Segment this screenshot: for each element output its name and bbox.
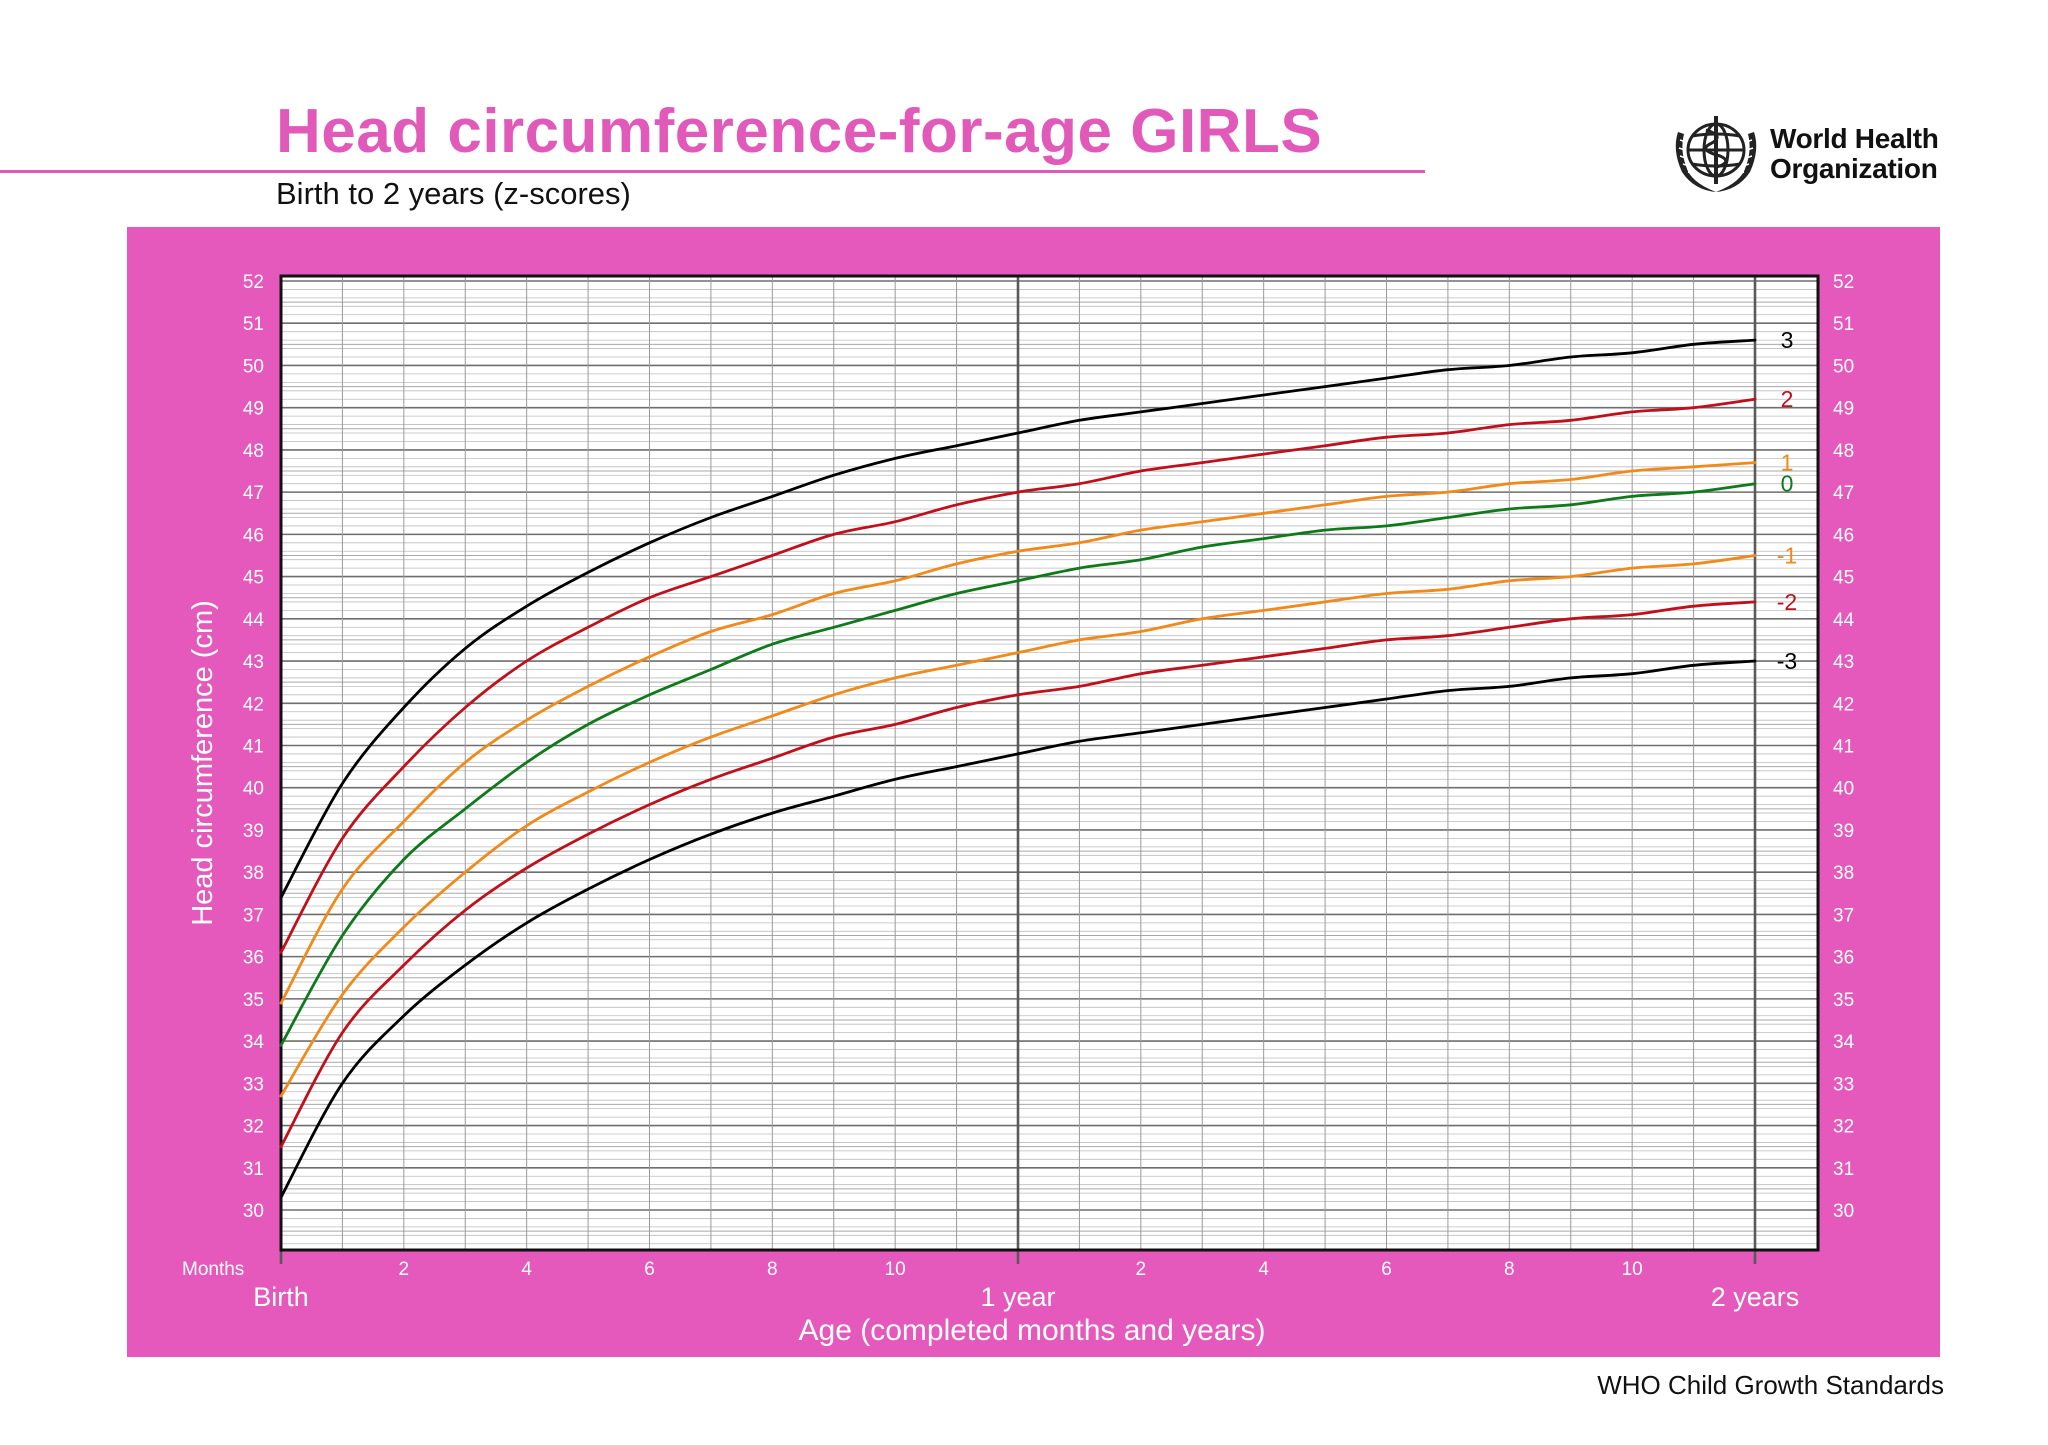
footer-credit: WHO Child Growth Standards <box>1597 1370 1944 1400</box>
grid <box>279 276 1818 1250</box>
x-unit-label: Months <box>182 1259 244 1280</box>
y-tick-label: 49 <box>243 399 264 420</box>
y-tick-label: 44 <box>1833 610 1855 631</box>
series-line-zminus3 <box>279 659 1757 1199</box>
series-label: 0 <box>1781 471 1794 497</box>
series-line-z2 <box>279 397 1757 954</box>
series-label: 3 <box>1781 327 1794 353</box>
series-label: -2 <box>1777 589 1797 615</box>
y-tick-label: 48 <box>243 441 264 462</box>
y-tick-label: 37 <box>243 905 264 926</box>
y-axis-left-labels: 30 31 32 33 34 35 36 37 38 39 40 41 42 43 44 45 46 47 48 49… <box>243 272 265 1222</box>
y-tick-label: 45 <box>1833 568 1854 589</box>
series-line-z3 <box>279 338 1757 899</box>
series-label: 1 <box>1781 450 1794 476</box>
x-tick-label: 8 <box>767 1259 778 1280</box>
y-tick-label: 38 <box>243 863 264 884</box>
org-name-line2: Organization <box>1770 153 1938 184</box>
who-wordmark: World Health Organization <box>1770 124 1939 184</box>
x-tick-label: 6 <box>644 1259 655 1280</box>
y-tick-label: 30 <box>243 1201 264 1222</box>
y-tick-label: 44 <box>243 610 265 631</box>
chart-title: Head circumference-for-age GIRLS <box>276 97 1323 166</box>
series-label: 2 <box>1781 386 1794 412</box>
y-tick-label: 46 <box>1833 525 1854 546</box>
series-line-zminus2 <box>279 600 1757 1149</box>
y-tick-label: 37 <box>1833 905 1854 926</box>
y-tick-label: 30 <box>1833 1201 1854 1222</box>
x-major-label: 1 year <box>980 1282 1055 1312</box>
series-label: -1 <box>1777 542 1797 568</box>
y-tick-label: 41 <box>1833 737 1854 758</box>
y-tick-label: 34 <box>243 1032 265 1053</box>
y-tick-label: 31 <box>1833 1159 1854 1180</box>
y-tick-label: 49 <box>1833 399 1854 420</box>
y-tick-label: 50 <box>1833 356 1854 377</box>
y-tick-label: 36 <box>1833 948 1854 969</box>
title-underline <box>0 170 1425 173</box>
y-tick-label: 34 <box>1833 1032 1855 1053</box>
y-tick-label: 47 <box>243 483 264 504</box>
y-tick-label: 52 <box>243 272 264 293</box>
y-tick-label: 50 <box>243 356 264 377</box>
plot-border <box>279 274 1820 1252</box>
y-tick-label: 47 <box>1833 483 1854 504</box>
z-score-curves: 3 2 10 -1 -2 -3 <box>279 327 1797 1199</box>
y-tick-label: 51 <box>1833 314 1854 335</box>
y-axis-title: Head circumference (cm) <box>187 600 219 926</box>
y-tick-label: 35 <box>1833 990 1854 1011</box>
y-tick-label: 38 <box>1833 863 1854 884</box>
y-tick-label: 42 <box>1833 694 1854 715</box>
y-tick-label: 43 <box>1833 652 1854 673</box>
series-line-z0 <box>279 482 1757 1047</box>
chart-subtitle: Birth to 2 years (z-scores) <box>276 176 631 211</box>
org-name-line1: World Health <box>1770 123 1939 154</box>
plot-area <box>281 276 1818 1250</box>
y-tick-label: 31 <box>243 1159 264 1180</box>
series-label: -3 <box>1777 648 1797 674</box>
x-tick-label: 8 <box>1504 1259 1515 1280</box>
y-tick-label: 46 <box>243 525 264 546</box>
y-tick-label: 43 <box>243 652 264 673</box>
series-line-z1 <box>279 461 1757 1005</box>
y-tick-label: 36 <box>243 948 264 969</box>
y-tick-label: 45 <box>243 568 264 589</box>
y-tick-label: 40 <box>243 779 264 800</box>
y-tick-label: 35 <box>243 990 264 1011</box>
y-tick-label: 33 <box>243 1074 264 1095</box>
x-tick-label: 2 <box>399 1259 410 1280</box>
x-axis-labels: Months 2 4 6 8 10 2 4 6 8 10 Birth 1 year 2 years <box>182 1259 1799 1312</box>
x-major-label: 2 years <box>1711 1282 1800 1312</box>
x-tick-label: 10 <box>885 1259 906 1280</box>
x-tick-label: 2 <box>1136 1259 1147 1280</box>
who-emblem-icon <box>1675 116 1757 192</box>
y-tick-label: 39 <box>1833 821 1854 842</box>
y-axis-right-labels: 30 31 32 33 34 35 36 37 38 39 40 41 42 43 44 45 46 47 48 49… <box>1833 272 1855 1222</box>
x-axis-title: Age (completed months and years) <box>799 1314 1266 1347</box>
y-tick-label: 41 <box>243 737 264 758</box>
y-tick-label: 42 <box>243 694 264 715</box>
y-tick-label: 33 <box>1833 1074 1854 1095</box>
y-tick-label: 32 <box>243 1117 264 1138</box>
series-line-zminus1 <box>279 554 1757 1098</box>
x-tick-label: 10 <box>1622 1259 1643 1280</box>
y-tick-label: 32 <box>1833 1117 1854 1138</box>
x-tick-label: 6 <box>1381 1259 1392 1280</box>
x-major-label: Birth <box>253 1282 309 1312</box>
y-tick-label: 51 <box>243 314 264 335</box>
y-tick-label: 39 <box>243 821 264 842</box>
x-tick-label: 4 <box>521 1259 532 1280</box>
y-tick-label: 48 <box>1833 441 1854 462</box>
y-tick-label: 40 <box>1833 779 1854 800</box>
y-tick-label: 52 <box>1833 272 1854 293</box>
x-tick-label: 4 <box>1258 1259 1269 1280</box>
